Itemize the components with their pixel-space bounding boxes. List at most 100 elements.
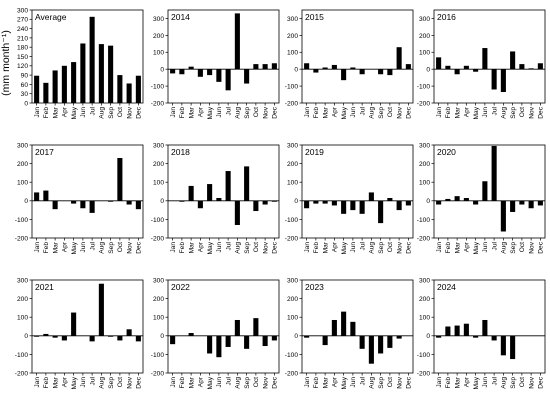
y-tick-label: 100	[153, 50, 164, 57]
x-tick-label: Jun	[216, 377, 223, 388]
y-tick-label: 300	[153, 277, 164, 284]
x-tick-label: Apr	[62, 241, 69, 252]
x-tick-label: Apr	[332, 106, 339, 117]
x-tick-label: Jun	[216, 242, 223, 253]
x-tick-label: Jun	[216, 107, 223, 118]
bar-jan	[34, 75, 40, 103]
bar-oct	[387, 335, 393, 348]
bar-nov	[126, 83, 132, 103]
x-tick-label: Oct	[519, 377, 526, 387]
bar-nov	[528, 200, 534, 209]
bar-mar	[322, 200, 328, 204]
y-tick-label: 300	[153, 16, 164, 23]
y-tick-label: -200	[151, 100, 165, 107]
x-tick-label: Sep	[244, 377, 251, 389]
x-tick-label: Jan	[436, 377, 443, 388]
x-tick-label: May	[341, 106, 348, 119]
bar-sep	[378, 69, 384, 75]
bar-mar	[52, 70, 58, 103]
y-tick-label: 300	[287, 277, 298, 284]
x-tick-label: Jul	[89, 106, 96, 115]
y-tick-label: 100	[287, 180, 298, 187]
y-tick-label: 270	[17, 17, 28, 24]
y-tick-label: 120	[17, 63, 28, 70]
bar-aug	[234, 319, 240, 336]
y-tick-label: -200	[285, 100, 299, 107]
x-tick-label: Oct	[253, 107, 260, 117]
x-tick-label: Feb	[313, 107, 320, 119]
y-tick-label: -100	[15, 217, 29, 224]
panel-2019: 2019 -200 -100 0 100 200 300 Jan Feb Mar Apr May Jun…	[285, 142, 414, 254]
bar-jul	[225, 335, 231, 347]
bar-feb	[179, 69, 185, 75]
x-tick-label: Oct	[519, 242, 526, 252]
bar-nov	[396, 200, 402, 211]
bar-jul	[491, 335, 497, 341]
panel-frame	[167, 279, 280, 374]
y-tick-label: 30	[21, 91, 29, 98]
panel-title: 2016	[437, 12, 456, 22]
y-tick-label: -100	[151, 217, 165, 224]
x-tick-label: Nov	[126, 376, 133, 388]
bar-may	[341, 311, 347, 336]
x-tick-label: Aug	[369, 107, 376, 119]
x-tick-label: Feb	[445, 377, 452, 389]
x-tick-label: Aug	[501, 377, 508, 389]
bar-feb	[445, 198, 451, 201]
x-tick-label: Sep	[244, 242, 251, 254]
bar-jun	[350, 321, 356, 336]
bar-apr	[463, 323, 469, 336]
x-tick-label: Nov	[396, 106, 403, 118]
bar-feb	[313, 69, 319, 73]
bar-dec	[271, 63, 277, 70]
y-tick-label: -100	[285, 352, 299, 359]
bar-jan	[304, 335, 310, 338]
y-tick-label: 200	[419, 33, 430, 40]
bar-nov	[528, 68, 534, 70]
x-tick-label: Aug	[369, 242, 376, 254]
bar-may	[473, 69, 479, 72]
bar-dec	[405, 64, 411, 70]
x-tick-label: Apr	[464, 106, 471, 117]
bar-jul	[89, 16, 95, 103]
bar-feb	[313, 200, 319, 204]
panel-frame	[31, 279, 144, 374]
bar-dec	[271, 200, 277, 202]
x-tick-label: Sep	[378, 242, 385, 254]
bar-oct	[387, 198, 393, 201]
bar-nov	[262, 335, 268, 347]
bar-jan	[436, 200, 442, 205]
x-tick-label: Oct	[519, 107, 526, 117]
bar-aug	[368, 192, 374, 201]
panel-average: Average 0 30 60 90 120 150 180 210 240 270 300 Jan Fe…	[17, 7, 144, 119]
bar-oct	[519, 64, 525, 70]
bar-sep	[244, 335, 250, 349]
bar-may	[473, 335, 479, 338]
y-tick-label: -100	[15, 352, 29, 359]
x-tick-label: Mar	[188, 376, 195, 388]
bar-may	[71, 312, 77, 336]
panel-2015: 2015 -200 -100 0 100 200 300 Jan Feb Mar Apr May Jun…	[285, 9, 414, 119]
x-tick-label: Sep	[510, 242, 517, 254]
y-tick-label: -100	[285, 217, 299, 224]
x-tick-label: Aug	[99, 107, 106, 119]
y-tick-label: 150	[17, 54, 28, 61]
x-tick-label: May	[71, 241, 78, 254]
bar-feb	[445, 65, 451, 70]
bar-feb	[43, 82, 49, 103]
x-tick-label: Nov	[396, 376, 403, 388]
bar-aug	[98, 283, 104, 336]
y-tick-label: 180	[17, 45, 28, 52]
bar-aug	[234, 13, 240, 70]
y-tick-label: 0	[160, 198, 164, 205]
x-tick-label: Sep	[244, 107, 251, 119]
panel-frame	[433, 279, 546, 374]
x-tick-label: Feb	[445, 242, 452, 254]
x-tick-label: Dec	[538, 376, 545, 388]
x-tick-label: Mar	[322, 106, 329, 118]
y-tick-label: -100	[151, 352, 165, 359]
x-tick-label: Jun	[80, 107, 87, 118]
x-tick-label: Feb	[43, 377, 50, 389]
x-tick-label: Dec	[538, 241, 545, 253]
